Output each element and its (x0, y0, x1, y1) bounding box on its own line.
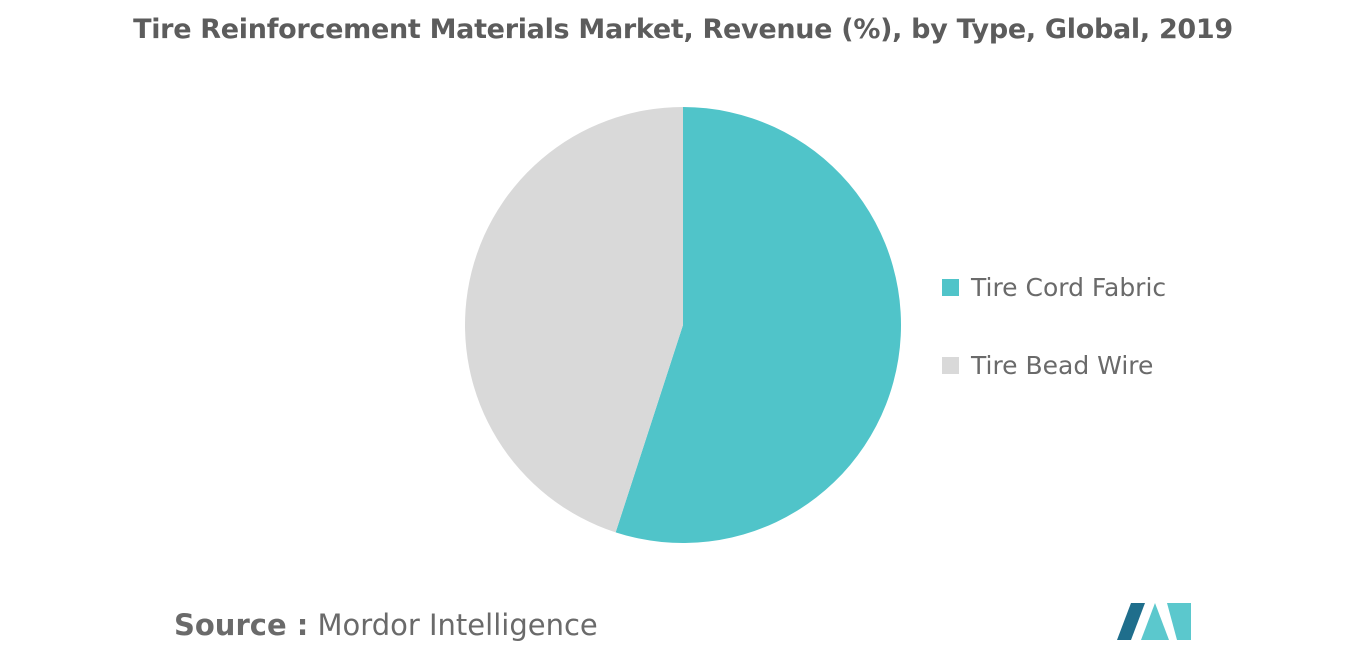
legend-swatch-tire-bead-wire (942, 356, 959, 374)
legend-item-tire-bead-wire: Tire Bead Wire (942, 346, 1166, 384)
legend-item-tire-cord-fabric: Tire Cord Fabric (942, 268, 1166, 306)
source-text: Mordor Intelligence (317, 608, 598, 642)
pie-slice-tire-cord-fabric (615, 107, 902, 543)
logo-shape-middle (1141, 603, 1169, 640)
source-note: Source : Mordor Intelligence (174, 608, 598, 642)
mordor-intelligence-logo (1117, 603, 1191, 640)
pie-slice-tire-bead-wire (465, 107, 683, 533)
legend-label-tire-cord-fabric: Tire Cord Fabric (971, 272, 1167, 302)
legend: Tire Cord Fabric Tire Bead Wire (942, 268, 1166, 424)
logo-shape-left (1117, 603, 1145, 640)
source-label: Source : (174, 608, 309, 642)
legend-swatch-tire-cord-fabric (942, 278, 959, 296)
legend-label-tire-bead-wire: Tire Bead Wire (971, 350, 1154, 380)
logo-shape-right (1167, 603, 1191, 640)
chart-title: Tire Reinforcement Materials Market, Rev… (133, 14, 1233, 45)
